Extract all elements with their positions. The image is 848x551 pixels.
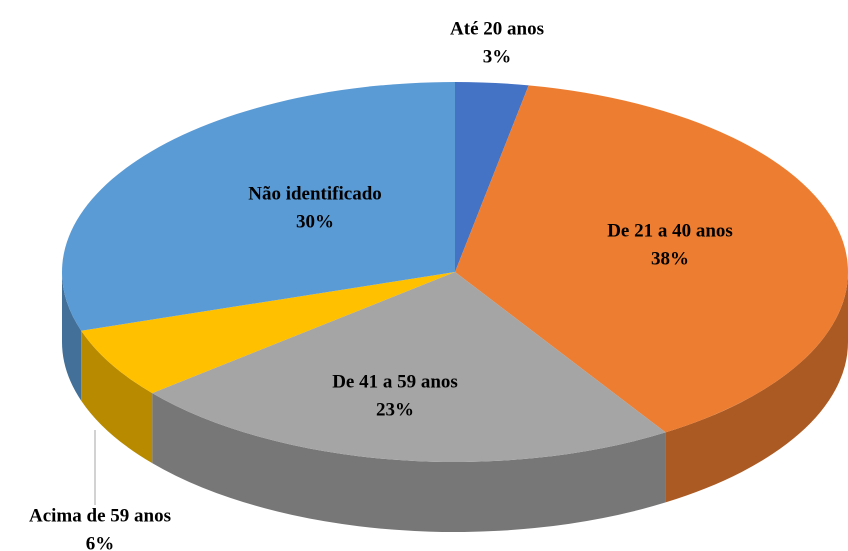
slice-side (152, 393, 666, 532)
slice-value-label: 3% (483, 46, 512, 67)
slice-label: Até 20 anos (450, 18, 544, 39)
slice (455, 82, 529, 272)
slice-side (62, 272, 82, 401)
slice (81, 272, 455, 394)
slice-label: Acima de 59 anos (29, 505, 171, 526)
slice-side (81, 330, 153, 464)
slice (455, 85, 848, 433)
slice (61, 82, 455, 331)
slice-value-label: 30% (296, 211, 334, 232)
slice (152, 272, 666, 462)
slice-label: De 41 a 59 anos (332, 371, 458, 392)
slice-label: Não identificado (248, 183, 382, 204)
slice-label: De 21 a 40 anos (607, 220, 733, 241)
slice-value-label: 6% (86, 533, 115, 551)
slice-value-label: 23% (376, 399, 414, 420)
slice-value-label: 38% (651, 248, 689, 269)
slice-side (665, 272, 848, 503)
